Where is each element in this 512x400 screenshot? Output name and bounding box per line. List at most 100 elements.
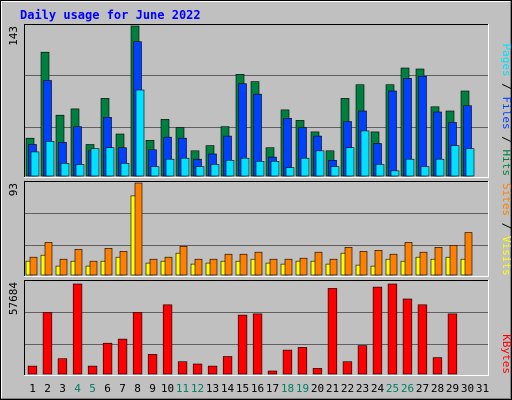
legend-item-files: Files	[500, 97, 512, 130]
bar-sites-day-28	[434, 247, 443, 276]
bar-pages-day-27	[420, 166, 430, 177]
bar-sites-day-1	[29, 256, 38, 276]
legend-separator: /	[500, 77, 512, 97]
legend-item-sites: Sites	[500, 183, 512, 216]
bar-kbytes-day-3	[57, 358, 68, 375]
panel-kbytes-legend: KBytes	[500, 334, 512, 374]
legend-separator: /	[500, 130, 512, 150]
bar-kbytes-day-7	[117, 338, 128, 375]
bar-pages-day-2	[45, 141, 55, 177]
chart-title: Daily usage for June 2022	[20, 8, 201, 22]
panel-visits-ymax-label: 93	[7, 183, 20, 196]
bar-sites-day-21	[329, 258, 338, 276]
bar-kbytes-day-20	[312, 368, 323, 375]
bar-pages-day-5	[90, 148, 100, 177]
panel-kbytes-legend-text: KBytes	[500, 334, 512, 374]
panel-visits-legend: Sites / Visits	[500, 183, 512, 276]
bar-pages-day-16	[255, 161, 265, 177]
bar-pages-day-29	[450, 145, 460, 177]
bar-pages-day-11	[180, 157, 190, 177]
x-tick-label-day-1: 1	[29, 382, 36, 395]
bar-pages-day-26	[405, 158, 415, 177]
bar-kbytes-day-23	[357, 345, 368, 375]
bar-pages-day-7	[120, 163, 130, 177]
bar-sites-day-13	[209, 258, 218, 276]
panel-hits-legend: Pages / Files / Hits	[500, 44, 512, 177]
bar-sites-day-10	[164, 256, 173, 276]
panel-visits-bars	[25, 182, 473, 276]
x-tick-label-day-15: 15	[236, 382, 249, 395]
x-tick-label-day-28: 28	[431, 382, 444, 395]
bar-pages-day-13	[210, 164, 220, 177]
bar-sites-day-12	[194, 258, 203, 276]
bar-pages-day-15	[240, 157, 250, 177]
bar-kbytes-day-25	[387, 283, 398, 375]
bar-sites-day-17	[269, 258, 278, 276]
bar-kbytes-day-6	[102, 342, 113, 375]
panel-hits-bars	[25, 25, 475, 177]
bar-sites-day-7	[119, 251, 128, 276]
bar-pages-day-12	[195, 166, 205, 177]
panel-kbytes: 57684 KBytes	[7, 280, 512, 376]
bar-pages-day-3	[60, 163, 70, 177]
bar-kbytes-day-22	[342, 361, 353, 375]
bar-kbytes-day-4	[72, 283, 83, 375]
bar-pages-day-1	[30, 151, 40, 177]
bar-kbytes-day-16	[252, 313, 263, 375]
panel-hits-legend-text: Pages / Files / Hits	[500, 44, 512, 177]
bar-kbytes-day-13	[207, 365, 218, 375]
bar-sites-day-3	[59, 258, 68, 276]
legend-separator: /	[500, 216, 512, 236]
bar-sites-day-4	[74, 249, 83, 276]
x-tick-label-day-31: 31	[476, 382, 489, 395]
bar-kbytes-day-14	[222, 356, 233, 375]
panel-kbytes-ymax-label: 57684	[7, 282, 20, 315]
x-tick-label-day-5: 5	[89, 382, 96, 395]
x-tick-label-day-24: 24	[371, 382, 385, 395]
x-tick-label-day-11: 11	[176, 382, 189, 395]
chart-panels: 143 Pages / Files / Hits 93 Sites / Visits 5…	[7, 24, 512, 376]
bar-sites-day-23	[359, 251, 368, 276]
bar-kbytes-day-28	[432, 357, 443, 375]
bar-kbytes-day-19	[297, 347, 308, 375]
panel-hits: 143 Pages / Files / Hits	[7, 24, 512, 178]
panel-visits-legend-text: Sites / Visits	[500, 183, 512, 276]
x-tick-label-day-26: 26	[401, 382, 414, 395]
bar-kbytes-day-2	[42, 312, 53, 375]
bar-files-day-27	[418, 76, 427, 177]
x-tick-label-day-3: 3	[59, 382, 66, 395]
bar-sites-day-11	[179, 246, 188, 276]
bar-sites-day-26	[404, 242, 413, 276]
bar-kbytes-day-15	[237, 314, 248, 375]
x-tick-label-day-10: 10	[161, 382, 174, 395]
bar-kbytes-day-12	[192, 363, 203, 375]
bar-pages-day-21	[330, 166, 340, 177]
bar-pages-day-4	[75, 164, 85, 177]
bar-sites-day-14	[224, 253, 233, 276]
bar-kbytes-day-21	[327, 288, 338, 375]
legend-item-visits: Visits	[500, 236, 512, 276]
bar-pages-day-17	[270, 161, 280, 177]
bar-pages-day-22	[345, 147, 355, 177]
bar-sites-day-6	[104, 248, 113, 276]
bar-sites-day-22	[344, 247, 353, 276]
bar-sites-day-9	[149, 258, 158, 276]
bar-kbytes-day-11	[177, 361, 188, 375]
x-tick-label-day-7: 7	[119, 382, 126, 395]
bar-kbytes-day-27	[417, 304, 428, 375]
x-tick-label-day-13: 13	[206, 382, 219, 395]
bar-pages-day-30	[465, 148, 475, 177]
x-tick-label-day-16: 16	[251, 382, 264, 395]
bar-sites-day-2	[44, 242, 53, 276]
bar-pages-day-9	[150, 166, 160, 177]
bar-pages-day-19	[300, 157, 310, 177]
x-tick-labels: 1 2 3 4 5 6 7 8 9 10 11 12 13 14 15 16 17 18 19 20 21 22 23 24 2…	[29, 382, 489, 395]
x-tick-label-day-20: 20	[311, 382, 324, 395]
x-tick-label-day-9: 9	[149, 382, 156, 395]
panel-hits-ymax-label: 143	[7, 26, 20, 46]
bar-pages-day-10	[165, 158, 175, 177]
bar-sites-day-20	[314, 251, 323, 276]
x-tick-label-day-2: 2	[44, 382, 51, 395]
x-tick-label-day-19: 19	[296, 382, 309, 395]
legend-item-pages: Pages	[500, 44, 512, 77]
